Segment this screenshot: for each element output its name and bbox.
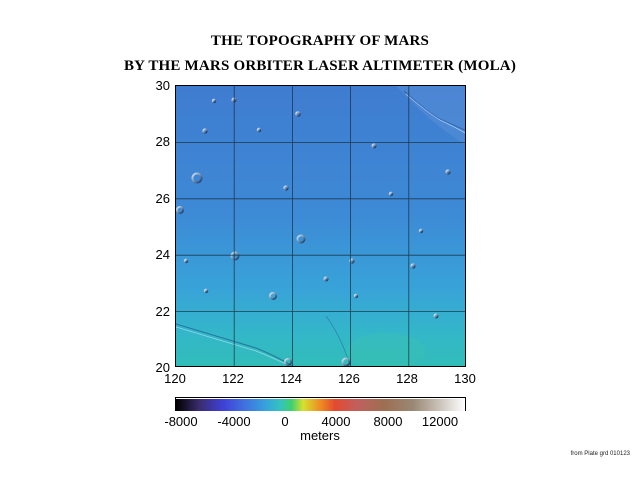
longitude-tick-label: 126 <box>338 371 360 386</box>
longitude-tick-label: 128 <box>396 371 418 386</box>
latitude-tick-label: 24 <box>155 247 170 262</box>
terrain-background <box>176 86 465 366</box>
longitude-tick-label: 124 <box>280 371 302 386</box>
colorbar-tick-label: -8000 <box>164 414 198 429</box>
map-title: THE TOPOGRAPHY OF MARS <box>210 33 430 49</box>
colorbar-tick-label: 0 <box>281 414 289 429</box>
longitude-tick-label: 120 <box>164 371 186 386</box>
source-credit: from Plate grd 010123 <box>570 451 630 457</box>
elevation-colorbar <box>175 397 466 411</box>
graticule <box>176 86 465 366</box>
topography-map-image <box>176 86 465 366</box>
latitude-tick-label: 30 <box>155 78 170 93</box>
colorbar-gradient <box>176 399 465 411</box>
latitude-tick-label: 22 <box>155 304 170 319</box>
longitude-tick-label: 122 <box>222 371 244 386</box>
colorbar-unit-label: meters <box>300 428 340 443</box>
topography-map <box>175 85 466 367</box>
map-subtitle: BY THE MARS ORBITER LASER ALTIMETER (MOL… <box>123 58 517 74</box>
latitude-tick-label: 26 <box>155 191 170 206</box>
colorbar-tick-label: 12000 <box>421 414 459 429</box>
colorbar-tick-label: -4000 <box>217 414 251 429</box>
latitude-tick-label: 28 <box>155 134 170 149</box>
colorbar-tick-label: 8000 <box>373 414 403 429</box>
latitude-tick-label: 20 <box>155 360 170 375</box>
colorbar-tick-label: 4000 <box>321 414 351 429</box>
longitude-tick-label: 130 <box>454 371 476 386</box>
